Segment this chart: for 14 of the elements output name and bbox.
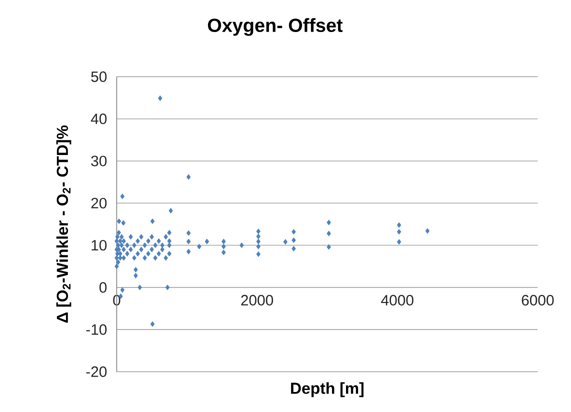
y-tick-label: -10 (86, 324, 107, 335)
x-tick-label: 2000 (241, 294, 274, 306)
y-tick-label: 40 (90, 114, 107, 124)
y-tick-label: 10 (92, 240, 107, 251)
x-axis-title: Depth [m] (291, 382, 364, 398)
y-tick-label: 20 (91, 198, 107, 208)
y-axis-title: Δ [O$_{2}$-Winkler - O$_{2}$- CTD]% (56, 126, 72, 323)
x-tick-label: 6000 (522, 294, 554, 306)
y-tick-label: 50 (91, 71, 107, 82)
chart-title: Oxygen- Offset (208, 18, 343, 36)
y-tick-label: 30 (91, 156, 107, 166)
y-tick-label: -20 (86, 366, 107, 377)
x-tick-label: 4000 (381, 294, 414, 306)
y-tick-label: 0 (99, 282, 107, 293)
